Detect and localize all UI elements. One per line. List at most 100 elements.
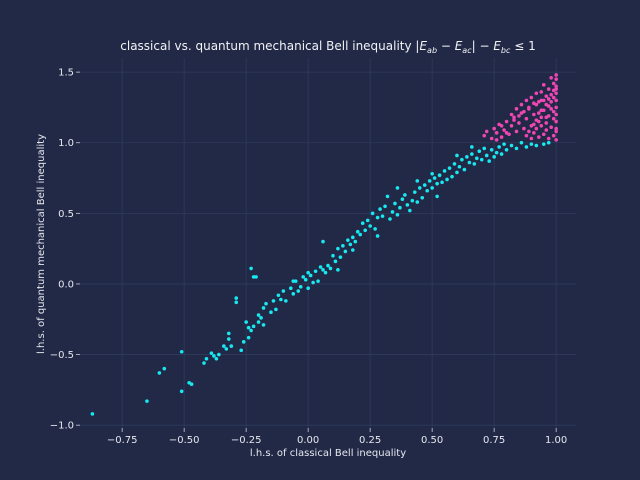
scatter-point — [214, 357, 219, 361]
scatter-point — [241, 340, 246, 344]
scatter-point — [489, 147, 494, 152]
scatter-point — [227, 331, 231, 336]
scatter-point — [234, 296, 239, 300]
scatter-point — [479, 157, 484, 162]
scatter-point — [537, 111, 541, 115]
x-tick-label: −0.75 — [107, 435, 138, 446]
scatter-point — [209, 351, 214, 355]
y-tick-label: 0.5 — [58, 209, 74, 220]
scatter-point — [551, 116, 556, 121]
x-tick-label: 0.25 — [359, 435, 381, 446]
scatter-point — [308, 273, 313, 278]
scatter-point — [351, 235, 355, 240]
scatter-point — [482, 133, 487, 138]
scatter-point — [189, 382, 194, 387]
scatter-point — [145, 399, 149, 403]
scatter-point — [554, 129, 558, 134]
scatter-point — [410, 198, 415, 203]
scatter-point — [420, 196, 425, 200]
scatter-point — [551, 109, 556, 114]
scatter-point — [462, 167, 467, 172]
scatter-point — [467, 160, 472, 165]
scatter-point — [333, 259, 338, 264]
scatter-point — [549, 92, 553, 97]
scatter-point — [541, 132, 546, 137]
scatter-point — [375, 215, 380, 220]
x-tick-label: −0.25 — [231, 435, 262, 446]
scatter-point — [532, 131, 536, 135]
scatter-point — [318, 265, 323, 269]
scatter-point — [244, 320, 248, 324]
scatter-point — [524, 116, 529, 121]
scatter-point — [524, 133, 529, 138]
x-tick-label: 1.00 — [545, 435, 567, 446]
scatter-point — [395, 186, 400, 190]
scatter-point — [509, 112, 514, 117]
scatter-point — [539, 123, 544, 128]
scatter-point — [90, 412, 95, 416]
scatter-point — [534, 143, 539, 148]
scatter-point — [522, 126, 526, 131]
scatter-point — [537, 135, 541, 139]
scatter-point — [301, 275, 306, 279]
scatter-point — [323, 270, 328, 275]
scatter-point — [546, 140, 551, 145]
scatter-point — [554, 119, 558, 124]
scatter-point — [202, 361, 206, 365]
scatter-point — [544, 128, 549, 132]
scatter-point — [251, 275, 256, 279]
scatter-point — [447, 166, 452, 170]
x-tick-label: 0.00 — [297, 435, 319, 446]
scatter-point — [539, 108, 544, 113]
scatter-point — [475, 156, 479, 161]
scatter-point — [554, 98, 558, 103]
scatter-point — [296, 289, 301, 293]
scatter-point — [477, 149, 482, 154]
scatter-point — [408, 208, 412, 213]
scatter-point — [544, 94, 549, 98]
scatter-point — [457, 164, 462, 169]
scatter-point — [554, 77, 558, 81]
scatter-point — [385, 194, 390, 199]
scatter-point — [229, 344, 234, 348]
scatter-point — [415, 200, 420, 204]
scatter-point — [509, 123, 514, 128]
scatter-point — [519, 102, 524, 107]
scatter-point — [303, 277, 308, 282]
scatter-point — [546, 97, 551, 101]
scatter-point — [452, 162, 457, 166]
scatter-point — [246, 325, 251, 330]
scatter-point — [437, 173, 442, 178]
scatter-point — [499, 135, 504, 139]
scatter-point — [534, 118, 539, 122]
scatter-point — [492, 155, 496, 159]
scatter-point — [321, 239, 325, 244]
scatter-point — [524, 145, 529, 149]
scatter-point — [551, 133, 556, 138]
scatter-point — [470, 145, 474, 149]
scatter-point — [551, 81, 556, 86]
scatter-point — [321, 268, 325, 272]
scatter-point — [517, 114, 521, 118]
scatter-point — [532, 101, 536, 105]
scatter-point — [499, 152, 504, 156]
scatter-point — [487, 159, 492, 163]
scatter-point — [234, 300, 239, 305]
scatter-point — [425, 188, 430, 193]
x-tick-label: −0.50 — [169, 435, 200, 446]
scatter-point — [504, 119, 509, 124]
scatter-point — [539, 98, 544, 103]
scatter-point — [256, 320, 261, 324]
scatter-point — [355, 229, 360, 234]
scatter-point — [227, 337, 231, 341]
scatter-point — [306, 270, 310, 275]
scatter-point — [494, 131, 499, 135]
scatter-point — [539, 115, 544, 120]
scatter-point — [549, 99, 553, 104]
y-tick-label: −1.0 — [50, 421, 74, 432]
scatter-point — [269, 310, 273, 314]
data-points — [90, 73, 558, 416]
scatter-point — [298, 284, 303, 289]
scatter-point — [393, 201, 397, 206]
